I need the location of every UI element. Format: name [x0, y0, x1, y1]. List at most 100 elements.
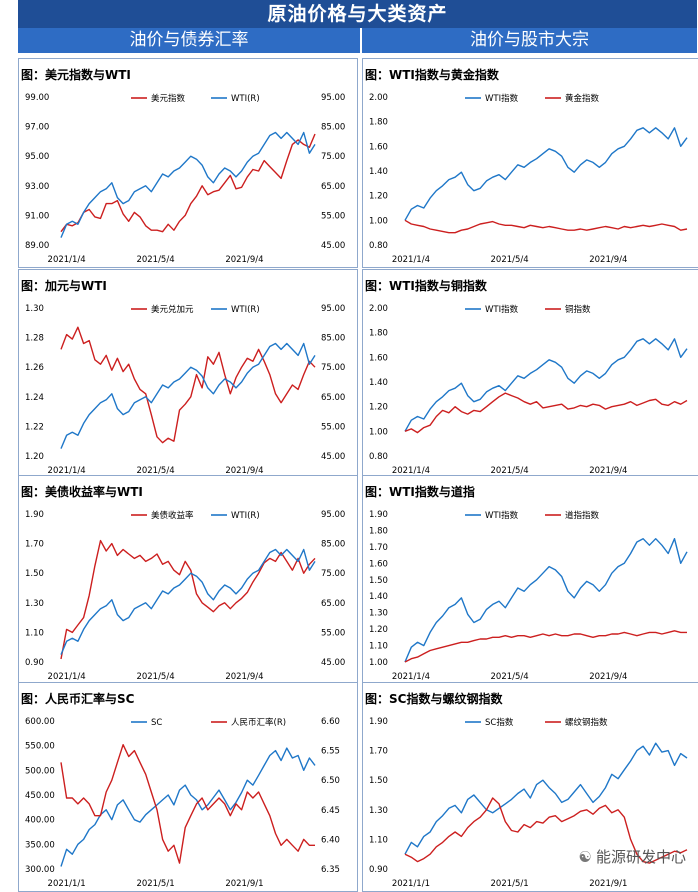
y2-tick-label: 55.00 — [321, 211, 345, 221]
left-column-header: 油价与债券汇率 — [18, 28, 360, 53]
y-tick-label: 1.10 — [25, 628, 44, 638]
y-tick-label: 1.80 — [369, 118, 388, 128]
x-tick-label: 2021/9/4 — [225, 672, 263, 682]
y2-tick-label: 6.45 — [321, 806, 340, 816]
y-tick-label: 1.30 — [25, 599, 44, 609]
series-line — [60, 747, 316, 867]
chart-title: 图：SC指数与螺纹钢指数 — [365, 692, 503, 706]
y-tick-label: 0.80 — [369, 241, 388, 251]
legend-label: 美债收益率 — [151, 510, 194, 521]
y-tick-label: 1.60 — [369, 353, 388, 363]
x-tick-label: 2021/5/4 — [491, 672, 529, 682]
y-tick-label: 300.00 — [25, 865, 55, 875]
legend-label: 美元指数 — [151, 93, 186, 104]
y2-tick-label: 95.00 — [321, 93, 345, 103]
x-tick-label: 2021/1/4 — [48, 255, 86, 265]
y-tick-label: 1.90 — [369, 510, 388, 520]
y-tick-label: 1.70 — [25, 540, 44, 550]
series-line — [404, 392, 688, 434]
y2-tick-label: 6.50 — [321, 776, 340, 786]
legend-label: WTI指数 — [485, 93, 519, 104]
y-tick-label: 1.10 — [369, 642, 388, 652]
y-tick-label: 1.22 — [25, 422, 44, 432]
chart-panel-cny-sc: 图：人民币汇率与SC 600.00 550.00 500.00 450.00 400.0… — [18, 682, 358, 892]
y-tick-label: 97.00 — [25, 123, 49, 133]
series-line — [404, 127, 688, 221]
legend-label: WTI(R) — [231, 94, 260, 104]
y-tick-label: 1.30 — [369, 806, 388, 816]
legend-label: WTI(R) — [231, 511, 260, 521]
chart-title: 图：WTI指数与铜指数 — [365, 279, 487, 293]
series-line — [60, 744, 315, 864]
x-tick-label: 2021/5/4 — [491, 466, 529, 476]
chart-panel-sc-rebar: 图：SC指数与螺纹钢指数 1.90 1.70 1.50 1.30 1.10 0.90 202… — [362, 682, 698, 892]
chart-plot: 2.00 1.80 1.60 1.40 1.20 1.00 0.80 2021/1/4 2021… — [369, 93, 688, 265]
series-line — [404, 797, 688, 864]
y-tick-label: 1.30 — [369, 609, 388, 619]
y-tick-label: 0.90 — [25, 658, 44, 668]
x-tick-label: 2021/9/1 — [225, 879, 263, 889]
y-tick-label: 89.00 — [25, 241, 49, 251]
y-tick-label: 1.20 — [369, 625, 388, 635]
chart-plot: 2.00 1.80 1.60 1.40 1.20 1.00 0.80 2021/1/4 2021… — [369, 304, 688, 476]
y-tick-label: 550.00 — [25, 742, 55, 752]
chart-panel-treasury-wti: 图：美债收益率与WTI 1.90 1.70 1.50 1.30 1.10 0.90 95.0… — [18, 475, 358, 685]
y-tick-label: 1.70 — [369, 543, 388, 553]
y2-tick-label: 45.00 — [321, 241, 345, 251]
y-tick-label: 1.70 — [369, 747, 388, 757]
series-line — [404, 219, 688, 234]
y-tick-label: 1.40 — [369, 167, 388, 177]
series-line — [60, 326, 316, 444]
y-tick-label: 1.28 — [25, 334, 44, 344]
series-line — [404, 338, 688, 432]
y2-tick-label: 85.00 — [321, 123, 345, 133]
legend-label: 黄金指数 — [565, 93, 600, 104]
y2-tick-label: 55.00 — [321, 422, 345, 432]
chart-panel-usd-wti: 图：美元指数与WTI 99.00 97.00 95.00 93.00 91.00 89.0… — [18, 58, 358, 268]
legend-label: SC — [151, 718, 162, 728]
x-tick-label: 2021/9/4 — [225, 255, 263, 265]
x-tick-label: 2021/9/4 — [589, 672, 627, 682]
x-tick-label: 2021/1/4 — [392, 466, 430, 476]
y-tick-label: 91.00 — [25, 211, 49, 221]
series-line — [60, 548, 316, 655]
y-tick-label: 1.60 — [369, 142, 388, 152]
legend-label: 道指指数 — [565, 510, 600, 521]
x-tick-label: 2021/1/1 — [392, 879, 430, 889]
y-tick-label: 1.26 — [25, 363, 44, 373]
y-tick-label: 500.00 — [25, 766, 55, 776]
x-tick-label: 2021/1/4 — [392, 255, 430, 265]
y-tick-label: 1.30 — [25, 304, 44, 314]
x-tick-label: 2021/5/1 — [136, 879, 174, 889]
series-line — [60, 539, 316, 660]
series-line — [60, 131, 316, 238]
y-tick-label: 450.00 — [25, 791, 55, 801]
legend-label: 人民币汇率(R) — [231, 717, 286, 728]
y-tick-label: 1.80 — [369, 329, 388, 339]
y-tick-label: 1.60 — [369, 559, 388, 569]
y-tick-label: 1.80 — [369, 526, 388, 536]
y-tick-label: 1.24 — [25, 393, 44, 403]
y2-tick-label: 45.00 — [321, 658, 345, 668]
x-tick-label: 2021/5/4 — [136, 672, 174, 682]
watermark: ☯ 能源研发中心 — [579, 846, 686, 867]
x-tick-label: 2021/5/4 — [491, 255, 529, 265]
y-tick-label: 1.20 — [369, 192, 388, 202]
y-tick-label: 1.00 — [369, 216, 388, 226]
y-tick-label: 600.00 — [25, 717, 55, 727]
y-tick-label: 1.00 — [369, 658, 388, 668]
y-tick-label: 1.50 — [369, 776, 388, 786]
legend-label: 螺纹钢指数 — [565, 717, 608, 728]
x-tick-label: 2021/1/4 — [392, 672, 430, 682]
chart-plot: 99.00 97.00 95.00 93.00 91.00 89.00 95.00 85.00… — [25, 93, 345, 265]
y-tick-label: 400.00 — [25, 816, 55, 826]
chart-plot: 1.90 1.70 1.50 1.30 1.10 0.90 2021/1/1 2021/5/1… — [369, 717, 688, 889]
y2-tick-label: 95.00 — [321, 510, 345, 520]
x-tick-label: 2021/1/4 — [48, 672, 86, 682]
legend-label: WTI(R) — [231, 305, 260, 315]
x-tick-label: 2021/9/4 — [225, 466, 263, 476]
x-tick-label: 2021/9/1 — [589, 879, 627, 889]
wechat-icon: ☯ — [578, 847, 592, 866]
series-line — [404, 538, 688, 663]
x-tick-label: 2021/9/4 — [589, 466, 627, 476]
